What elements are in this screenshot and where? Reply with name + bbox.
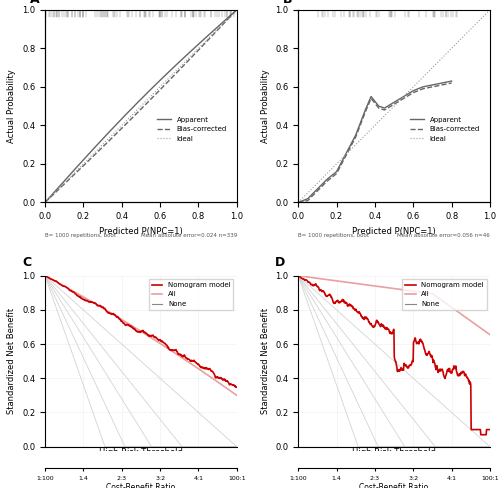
Text: B: B	[283, 0, 292, 6]
Legend: Apparent, Bias-corrected, Ideal: Apparent, Bias-corrected, Ideal	[154, 114, 230, 144]
Y-axis label: Actual Probability: Actual Probability	[8, 69, 16, 143]
Legend: Nomogram model, All, None: Nomogram model, All, None	[402, 279, 486, 310]
Text: Mean absolute error=0.024 n=339: Mean absolute error=0.024 n=339	[140, 233, 237, 238]
Y-axis label: Standardized Net Benefit: Standardized Net Benefit	[8, 308, 16, 414]
Text: High Risk Threshold: High Risk Threshold	[99, 448, 183, 457]
Text: A: A	[30, 0, 40, 6]
X-axis label: Predicted P(NPC=1): Predicted P(NPC=1)	[352, 227, 436, 236]
Text: D: D	[275, 256, 285, 269]
X-axis label: Cost-Benefit Ratio: Cost-Benefit Ratio	[360, 483, 428, 488]
Text: Mean absolute error=0.056 n=46: Mean absolute error=0.056 n=46	[398, 233, 490, 238]
Y-axis label: Actual Probability: Actual Probability	[260, 69, 270, 143]
X-axis label: Cost-Benefit Ratio: Cost-Benefit Ratio	[106, 483, 176, 488]
Text: C: C	[22, 256, 31, 269]
Text: B= 1000 repetitions, boot: B= 1000 repetitions, boot	[45, 233, 116, 238]
Text: High Risk Threshold: High Risk Threshold	[352, 448, 436, 457]
Text: B= 1000 repetitions, boot: B= 1000 repetitions, boot	[298, 233, 369, 238]
Y-axis label: Standardized Net Benefit: Standardized Net Benefit	[260, 308, 270, 414]
Legend: Apparent, Bias-corrected, Ideal: Apparent, Bias-corrected, Ideal	[408, 114, 482, 144]
X-axis label: Predicted P(NPC=1): Predicted P(NPC=1)	[99, 227, 183, 236]
Legend: Nomogram model, All, None: Nomogram model, All, None	[149, 279, 234, 310]
